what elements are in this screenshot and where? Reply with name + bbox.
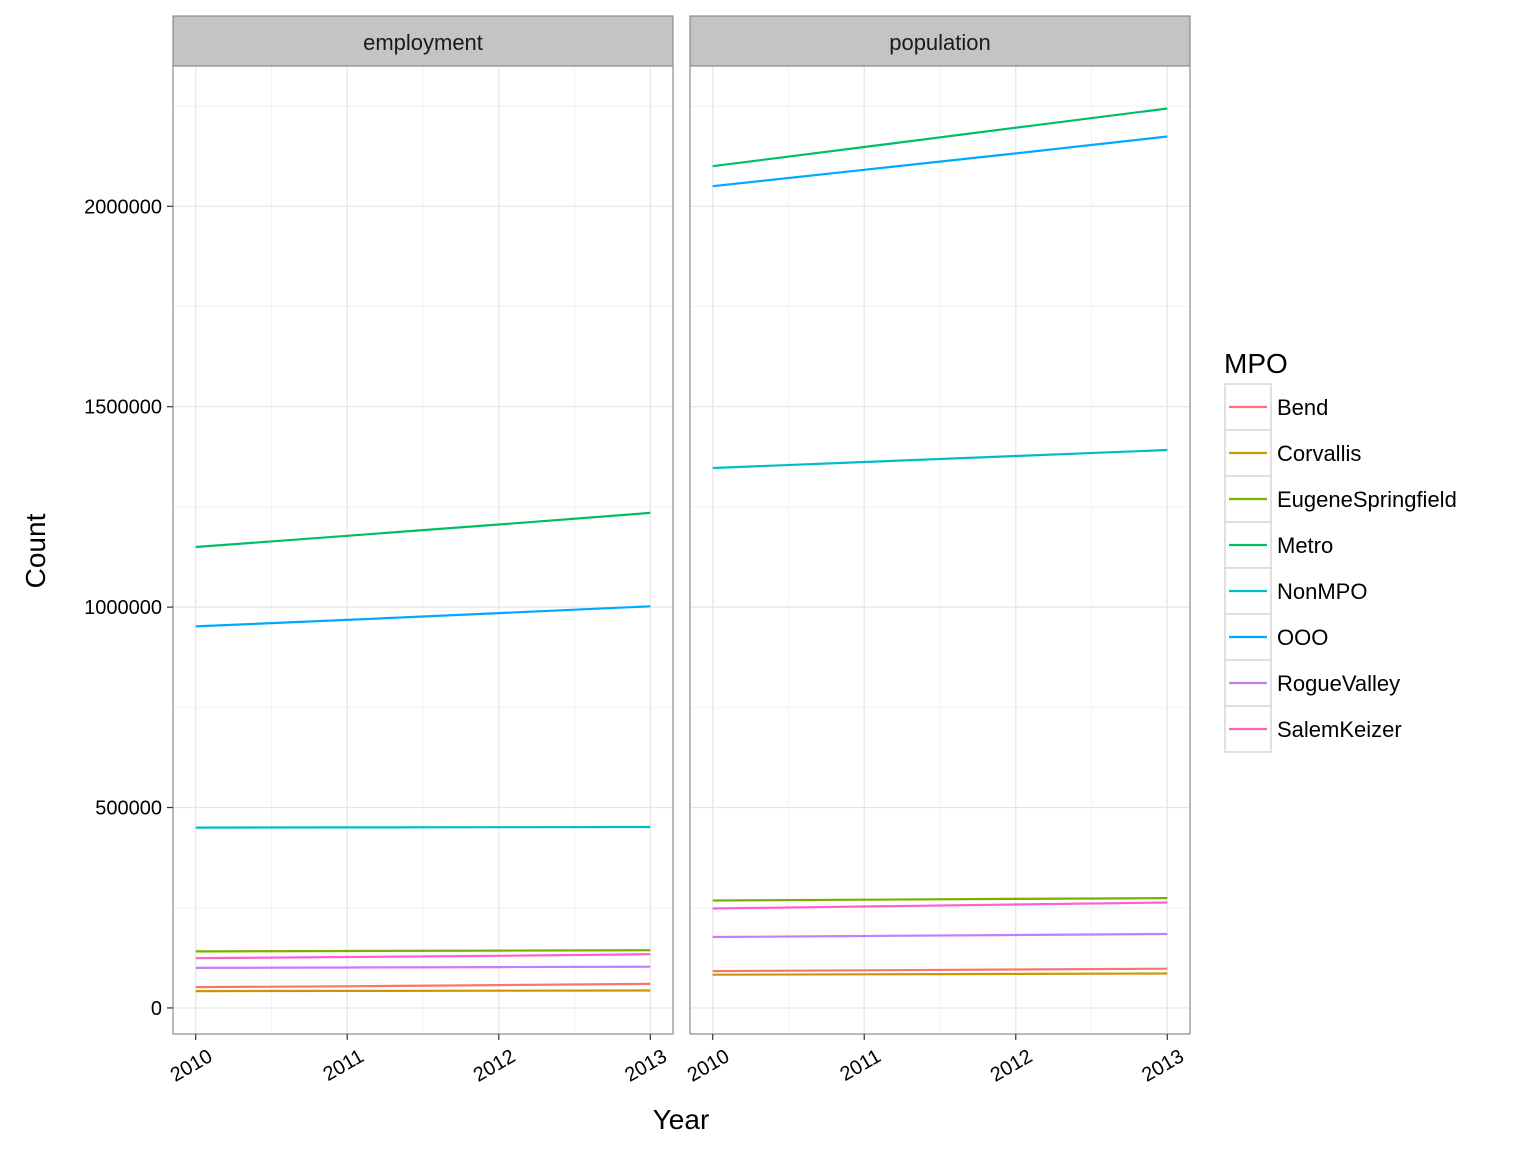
series-line-employment-ooo <box>195 605 651 628</box>
legend-label: RogueValley <box>1277 671 1400 696</box>
series-line-population-ooo <box>712 135 1168 188</box>
legend-item-eugenespringfield: EugeneSpringfield <box>1224 475 1457 523</box>
series-line-employment-nonmpo <box>195 825 651 829</box>
x-tick-label: 2013 <box>621 1045 671 1086</box>
series-line-employment-salemkeizer <box>195 953 651 960</box>
legend-title: MPO <box>1224 348 1288 379</box>
legend-label: Corvallis <box>1277 441 1361 466</box>
facet-label-population: population <box>889 30 991 55</box>
series-line-population-metro <box>712 107 1168 168</box>
x-axis-title: Year <box>653 1104 710 1135</box>
series-line-population-corvallis <box>712 972 1168 976</box>
legend-items: Bend Corvallis EugeneSpringfield Metro NonMP… <box>1224 383 1457 753</box>
legend-label: EugeneSpringfield <box>1277 487 1457 512</box>
legend-item-bend: Bend <box>1224 383 1328 431</box>
panel-border <box>689 65 1191 1035</box>
legend-item-metro: Metro <box>1224 521 1333 569</box>
y-axis-title: Count <box>20 513 51 588</box>
legend-label: Metro <box>1277 533 1333 558</box>
facet-label-employment: employment <box>363 30 483 55</box>
panel-border <box>172 65 674 1035</box>
series-line-population-nonmpo <box>712 448 1168 470</box>
y-tick-label: 500000 <box>95 798 162 820</box>
y-tick-label: 1000000 <box>84 597 162 619</box>
y-axis: 0 500000 1000000 1500000 2000000 <box>84 196 173 1020</box>
y-tick-label: 0 <box>151 998 162 1020</box>
legend-item-salemkeizer: SalemKeizer <box>1224 705 1402 753</box>
panel-employment: employment 2010 2011 2012 2013 <box>167 15 674 1087</box>
series-line-population-roguevalley <box>712 932 1168 939</box>
panels: employment 2010 2011 2012 2013 population 2010… <box>167 15 1191 1087</box>
y-tick-label: 1500000 <box>84 397 162 419</box>
series-line-employment-bend <box>195 982 651 989</box>
series-line-employment-roguevalley <box>195 965 651 970</box>
series-line-population-bend <box>712 967 1168 973</box>
x-tick-label: 2010 <box>684 1045 734 1086</box>
x-tick-label: 2010 <box>167 1045 217 1086</box>
x-tick-label: 2012 <box>470 1045 520 1086</box>
legend-item-roguevalley: RogueValley <box>1224 659 1400 707</box>
series-line-employment-metro <box>195 511 651 549</box>
y-tick-label: 2000000 <box>84 196 162 218</box>
x-tick-label: 2013 <box>1138 1045 1188 1086</box>
series-line-employment-corvallis <box>195 989 651 993</box>
facet-strip <box>172 15 674 67</box>
legend-label: NonMPO <box>1277 579 1367 604</box>
legend-item-corvallis: Corvallis <box>1224 429 1361 477</box>
legend-item-nonmpo: NonMPO <box>1224 567 1367 615</box>
series-line-population-salemkeizer <box>712 901 1168 910</box>
legend-label: SalemKeizer <box>1277 717 1402 742</box>
x-tick-label: 2011 <box>836 1045 884 1086</box>
x-tick-label: 2011 <box>319 1045 367 1086</box>
panel-population: population 2010 2011 2012 2013 <box>684 15 1191 1087</box>
legend: MPO Bend Corvallis EugeneSpringfield Metro N… <box>1224 348 1457 753</box>
legend-item-ooo: OOO <box>1224 613 1328 661</box>
series-line-employment-eugenespringfield <box>195 949 651 953</box>
x-tick-label: 2012 <box>987 1045 1037 1086</box>
series-line-population-eugenespringfield <box>712 896 1168 902</box>
legend-label: OOO <box>1277 625 1328 650</box>
legend-label: Bend <box>1277 395 1328 420</box>
